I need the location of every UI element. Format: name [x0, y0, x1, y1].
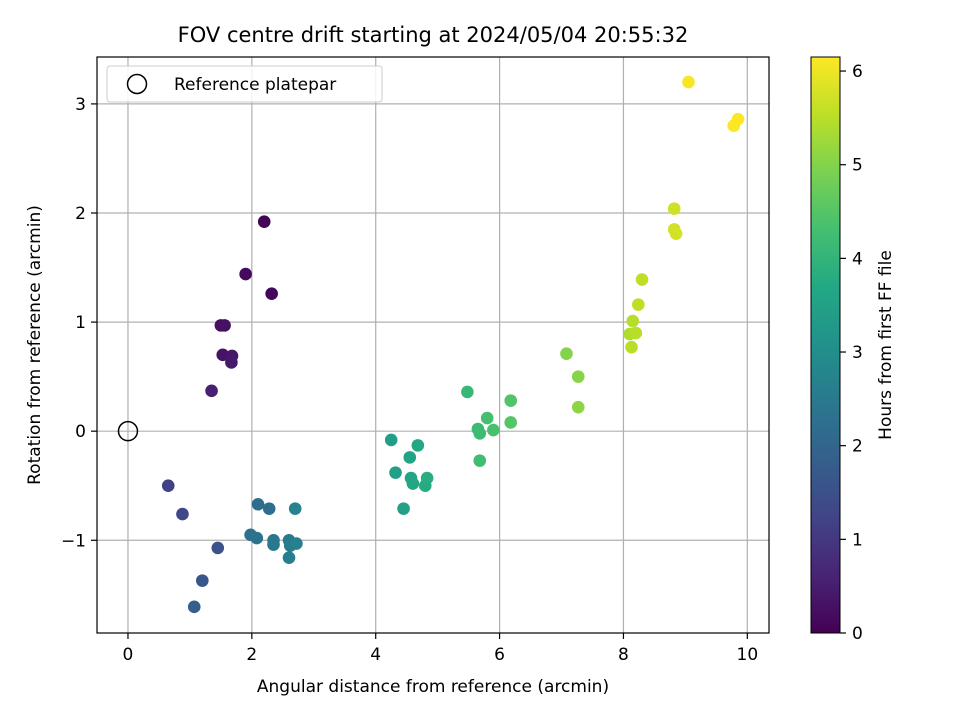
legend-box — [106, 65, 383, 103]
y-tick-label: 0 — [75, 422, 86, 442]
data-point — [473, 454, 487, 467]
data-point — [682, 75, 695, 89]
x-tick-label: 6 — [494, 645, 505, 665]
legend: Reference platepar — [106, 65, 383, 103]
data-point — [632, 298, 645, 311]
data-point — [625, 340, 638, 354]
data-point — [635, 273, 649, 286]
y-axis-ticks: −1 0 1 2 3 — [61, 95, 97, 551]
data-point — [211, 541, 225, 555]
data-point — [218, 319, 231, 332]
x-tick-label: 10 — [737, 645, 759, 665]
y-tick-label: 1 — [75, 313, 86, 333]
data-point — [731, 112, 745, 126]
data-point — [250, 531, 264, 545]
data-point — [473, 427, 487, 440]
data-point — [480, 411, 494, 425]
data-point — [487, 423, 500, 437]
colorbar-gradient — [810, 56, 841, 634]
reference-platepar-marker — [117, 420, 139, 442]
x-axis-label: Angular distance from reference (arcmin) — [257, 677, 609, 697]
data-point — [161, 479, 175, 493]
colorbar-tick-label: 2 — [852, 437, 863, 457]
legend-label: Reference platepar — [174, 75, 336, 95]
data-point — [403, 451, 417, 464]
chart-title: FOV centre drift starting at 2024/05/04 … — [178, 23, 689, 47]
x-axis-ticks: 0 2 4 6 8 10 — [123, 633, 759, 665]
data-points — [161, 75, 745, 614]
data-point — [239, 267, 252, 281]
data-point — [195, 574, 209, 587]
y-axis-label: Rotation from reference (arcmin) — [25, 205, 45, 485]
data-point — [389, 466, 402, 479]
data-point — [504, 416, 518, 429]
x-tick-label: 2 — [246, 645, 257, 665]
data-point — [626, 314, 640, 328]
y-tick-label: 2 — [75, 204, 86, 224]
y-tick-label: 3 — [75, 95, 86, 115]
data-point — [420, 471, 434, 485]
x-tick-label: 4 — [370, 645, 381, 665]
data-point — [290, 537, 303, 550]
colorbar-tick-label: 4 — [852, 249, 863, 269]
data-point — [397, 502, 410, 515]
colorbar-tick-label: 5 — [852, 156, 863, 176]
data-point — [282, 551, 296, 565]
data-point — [225, 356, 238, 369]
data-point — [629, 326, 643, 340]
data-point — [205, 384, 218, 398]
data-point — [265, 287, 278, 301]
data-point — [571, 370, 585, 383]
data-point — [411, 439, 425, 452]
grid-lines — [97, 57, 769, 633]
y-tick-label: −1 — [61, 531, 86, 551]
reference-marker-layer — [117, 420, 139, 442]
plot-frame — [96, 56, 770, 634]
data-point — [251, 497, 265, 511]
data-point — [669, 227, 683, 241]
data-point — [176, 507, 189, 521]
x-tick-label: 8 — [618, 645, 629, 665]
colorbar-ticks: 0 1 2 3 4 5 6 — [840, 62, 863, 644]
data-point — [461, 385, 474, 399]
data-point — [288, 502, 302, 515]
colorbar-label: Hours from first FF file — [876, 250, 896, 440]
colorbar-tick-label: 1 — [852, 530, 863, 550]
x-tick-label: 0 — [123, 645, 134, 665]
data-point — [384, 433, 398, 447]
data-point — [560, 347, 573, 361]
colorbar-tick-label: 0 — [852, 624, 863, 644]
colorbar-tick-label: 6 — [852, 62, 863, 82]
data-point — [257, 215, 271, 229]
data-point — [667, 202, 681, 215]
colorbar-tick-label: 3 — [852, 343, 863, 363]
data-point — [571, 400, 585, 414]
legend-reference-marker — [126, 73, 148, 95]
data-point — [504, 394, 518, 407]
data-point — [216, 348, 230, 362]
data-point — [267, 538, 280, 551]
data-point — [406, 477, 420, 490]
data-point — [187, 600, 201, 614]
colorbar: 0 1 2 3 4 5 6 Hours from first FF file — [810, 56, 896, 644]
data-point — [262, 502, 276, 515]
